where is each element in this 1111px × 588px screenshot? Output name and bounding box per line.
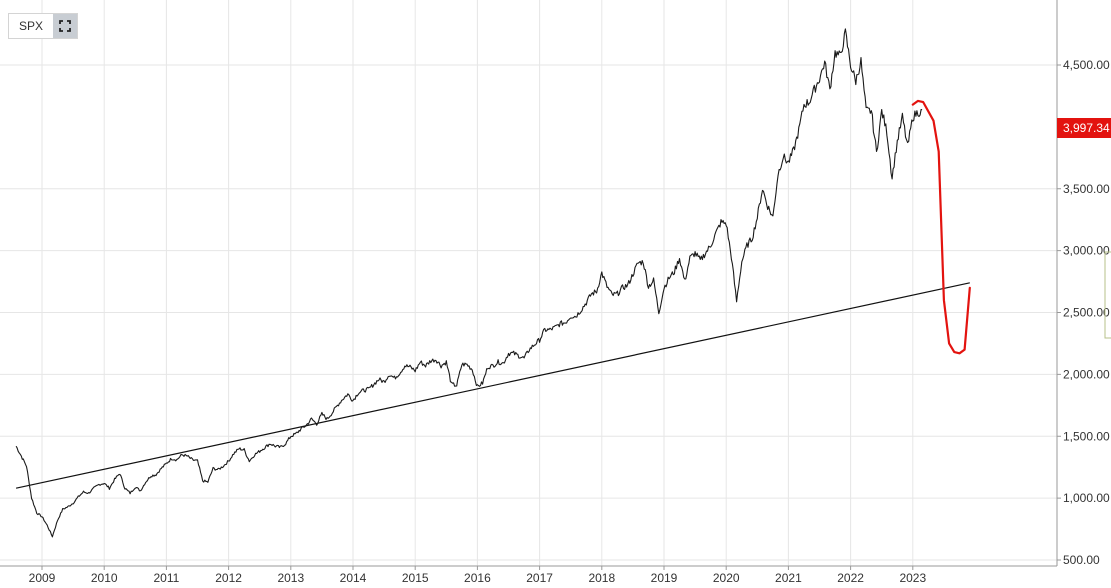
x-tick-label: 2014 bbox=[340, 571, 367, 585]
y-tick-label: 2,500.00 bbox=[1063, 306, 1110, 320]
expand-icon[interactable] bbox=[53, 14, 78, 38]
x-tick-label: 2012 bbox=[215, 571, 242, 585]
last-price-label: 3,997.34 bbox=[1063, 121, 1110, 135]
ticker-symbol[interactable]: SPX bbox=[19, 19, 44, 33]
projection-annotation bbox=[911, 99, 971, 355]
price-series-line bbox=[15, 28, 923, 538]
y-tick-label: 4,500.00 bbox=[1063, 58, 1110, 72]
x-axis: 2009 2010 2011 2012 2013 2014 2015 2016 2017 2018… bbox=[29, 566, 926, 585]
x-tick-label: 2018 bbox=[588, 571, 615, 585]
side-panel-edge bbox=[1104, 251, 1111, 339]
grid bbox=[0, 0, 1057, 566]
ticker-selector[interactable]: SPX bbox=[8, 13, 79, 39]
y-axis: 500.00 1,000.00 1,500.00 2,000.00 2,500.00 3,… bbox=[1057, 58, 1110, 567]
x-tick-label: 2021 bbox=[775, 571, 802, 585]
x-tick-label: 2016 bbox=[464, 571, 491, 585]
x-tick-label: 2017 bbox=[526, 571, 553, 585]
trend-line bbox=[15, 282, 970, 489]
x-tick-label: 2022 bbox=[837, 571, 864, 585]
annotation-layer bbox=[911, 99, 971, 355]
x-tick-label: 2020 bbox=[713, 571, 740, 585]
x-tick-label: 2013 bbox=[277, 571, 304, 585]
x-tick-label: 2010 bbox=[91, 571, 118, 585]
series-layer bbox=[15, 28, 923, 538]
y-tick-label: 3,000.00 bbox=[1063, 244, 1110, 258]
y-tick-label: 1,500.00 bbox=[1063, 429, 1110, 443]
x-tick-label: 2011 bbox=[153, 571, 179, 585]
y-tick-label: 3,500.00 bbox=[1063, 182, 1110, 196]
trend-line-layer bbox=[15, 282, 970, 489]
x-tick-label: 2009 bbox=[29, 571, 56, 585]
x-tick-label: 2015 bbox=[402, 571, 429, 585]
y-tick-label: 500.00 bbox=[1063, 553, 1100, 567]
x-tick-label: 2019 bbox=[651, 571, 678, 585]
x-tick-label: 2023 bbox=[899, 571, 926, 585]
y-tick-label: 2,000.00 bbox=[1063, 367, 1110, 381]
last-price-tag: 3,997.34 bbox=[1057, 118, 1111, 138]
y-tick-label: 1,000.00 bbox=[1063, 491, 1110, 505]
